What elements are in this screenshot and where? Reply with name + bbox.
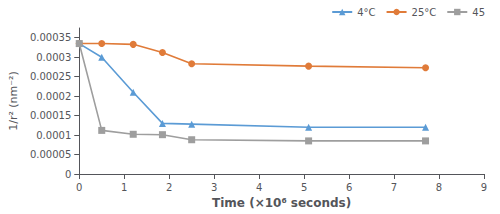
svg-text:4: 4 <box>256 182 262 193</box>
svg-text:3: 3 <box>211 182 217 193</box>
svg-text:4°C: 4°C <box>357 7 375 18</box>
svg-text:8: 8 <box>436 182 442 193</box>
svg-text:9: 9 <box>481 182 487 193</box>
svg-text:0.00025: 0.00025 <box>30 71 71 82</box>
svg-text:0.00005: 0.00005 <box>30 149 71 160</box>
svg-text:0.00015: 0.00015 <box>30 110 71 121</box>
svg-text:0.0002: 0.0002 <box>36 91 71 102</box>
svg-text:6: 6 <box>346 182 352 193</box>
svg-text:2: 2 <box>166 182 172 193</box>
svg-text:5: 5 <box>301 182 307 193</box>
svg-text:0.00035: 0.00035 <box>30 32 71 43</box>
svg-text:25°C: 25°C <box>412 7 437 18</box>
svg-text:0: 0 <box>65 169 71 180</box>
svg-text:45: 45 <box>472 7 485 18</box>
svg-text:0.0003: 0.0003 <box>36 52 71 63</box>
svg-text:0.0001: 0.0001 <box>36 130 71 141</box>
svg-text:7: 7 <box>391 182 397 193</box>
svg-text:Time (×10⁶ seconds): Time (×10⁶ seconds) <box>212 196 351 210</box>
svg-text:1: 1 <box>121 182 127 193</box>
svg-text:0: 0 <box>76 182 82 193</box>
svg-text:1/r² (nm⁻²): 1/r² (nm⁻²) <box>7 71 20 131</box>
